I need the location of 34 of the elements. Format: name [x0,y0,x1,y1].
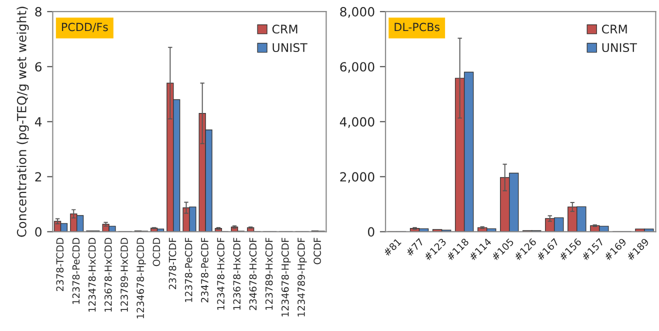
x-tick-label: 23478-PeCDF [201,238,208,302]
y-tick-label: 2 [35,172,42,182]
x-tick-label: 123478-HxCDF [217,238,224,310]
x-tick-label: 234678-HxCDF [249,238,257,310]
x-tick-label: 123789-HxCDF [265,238,273,310]
y-tick-label: 6,000 [340,62,374,73]
x-tick-label: 123478-HxCDD [88,238,96,312]
x-tick-label: OCDF [314,238,321,264]
x-tick-label: 1234678-HpCDD [136,238,146,318]
x-tick-label: 123678-HxCDD [104,238,112,312]
y-tick-label: 4,000 [340,117,374,128]
x-tick-label: 12378-PeCDF [184,238,192,302]
legend-label: CRM [602,24,627,34]
x-tick-label: 2378-TCDD [56,238,64,292]
x-tick-label: 1234678-HpCDF [281,238,291,316]
x-tick-label: 12378-PeCDD [72,238,80,304]
y-tick-label: 0 [35,227,42,237]
legend-label: UNIST [272,43,308,52]
x-tick-label: 1234789-HpCDF [298,238,307,316]
y-tick-label: 2,000 [340,172,374,183]
y-tick-label: 8,000 [340,7,374,18]
y-tick-label: 8 [35,7,42,17]
y-tick-label: 6 [35,62,42,72]
x-tick-label: 123678-HxCDF [233,238,241,310]
x-tick-label: OCDD [152,238,160,266]
x-tick-label: 2378-TCDF [168,238,176,290]
y-axis-title: Concentration (pg-TEQ/g wet weight) [16,6,29,237]
y-tick-label: 0 [368,227,374,237]
annotation: PCDD/Fs [62,22,108,32]
legend-label: UNIST [602,43,638,52]
x-tick-label: 123789-HxCDD [120,238,128,312]
y-tick-label: 4 [34,117,42,126]
legend-label: CRM [272,24,298,34]
annotation: DL-PCBs [394,22,440,32]
